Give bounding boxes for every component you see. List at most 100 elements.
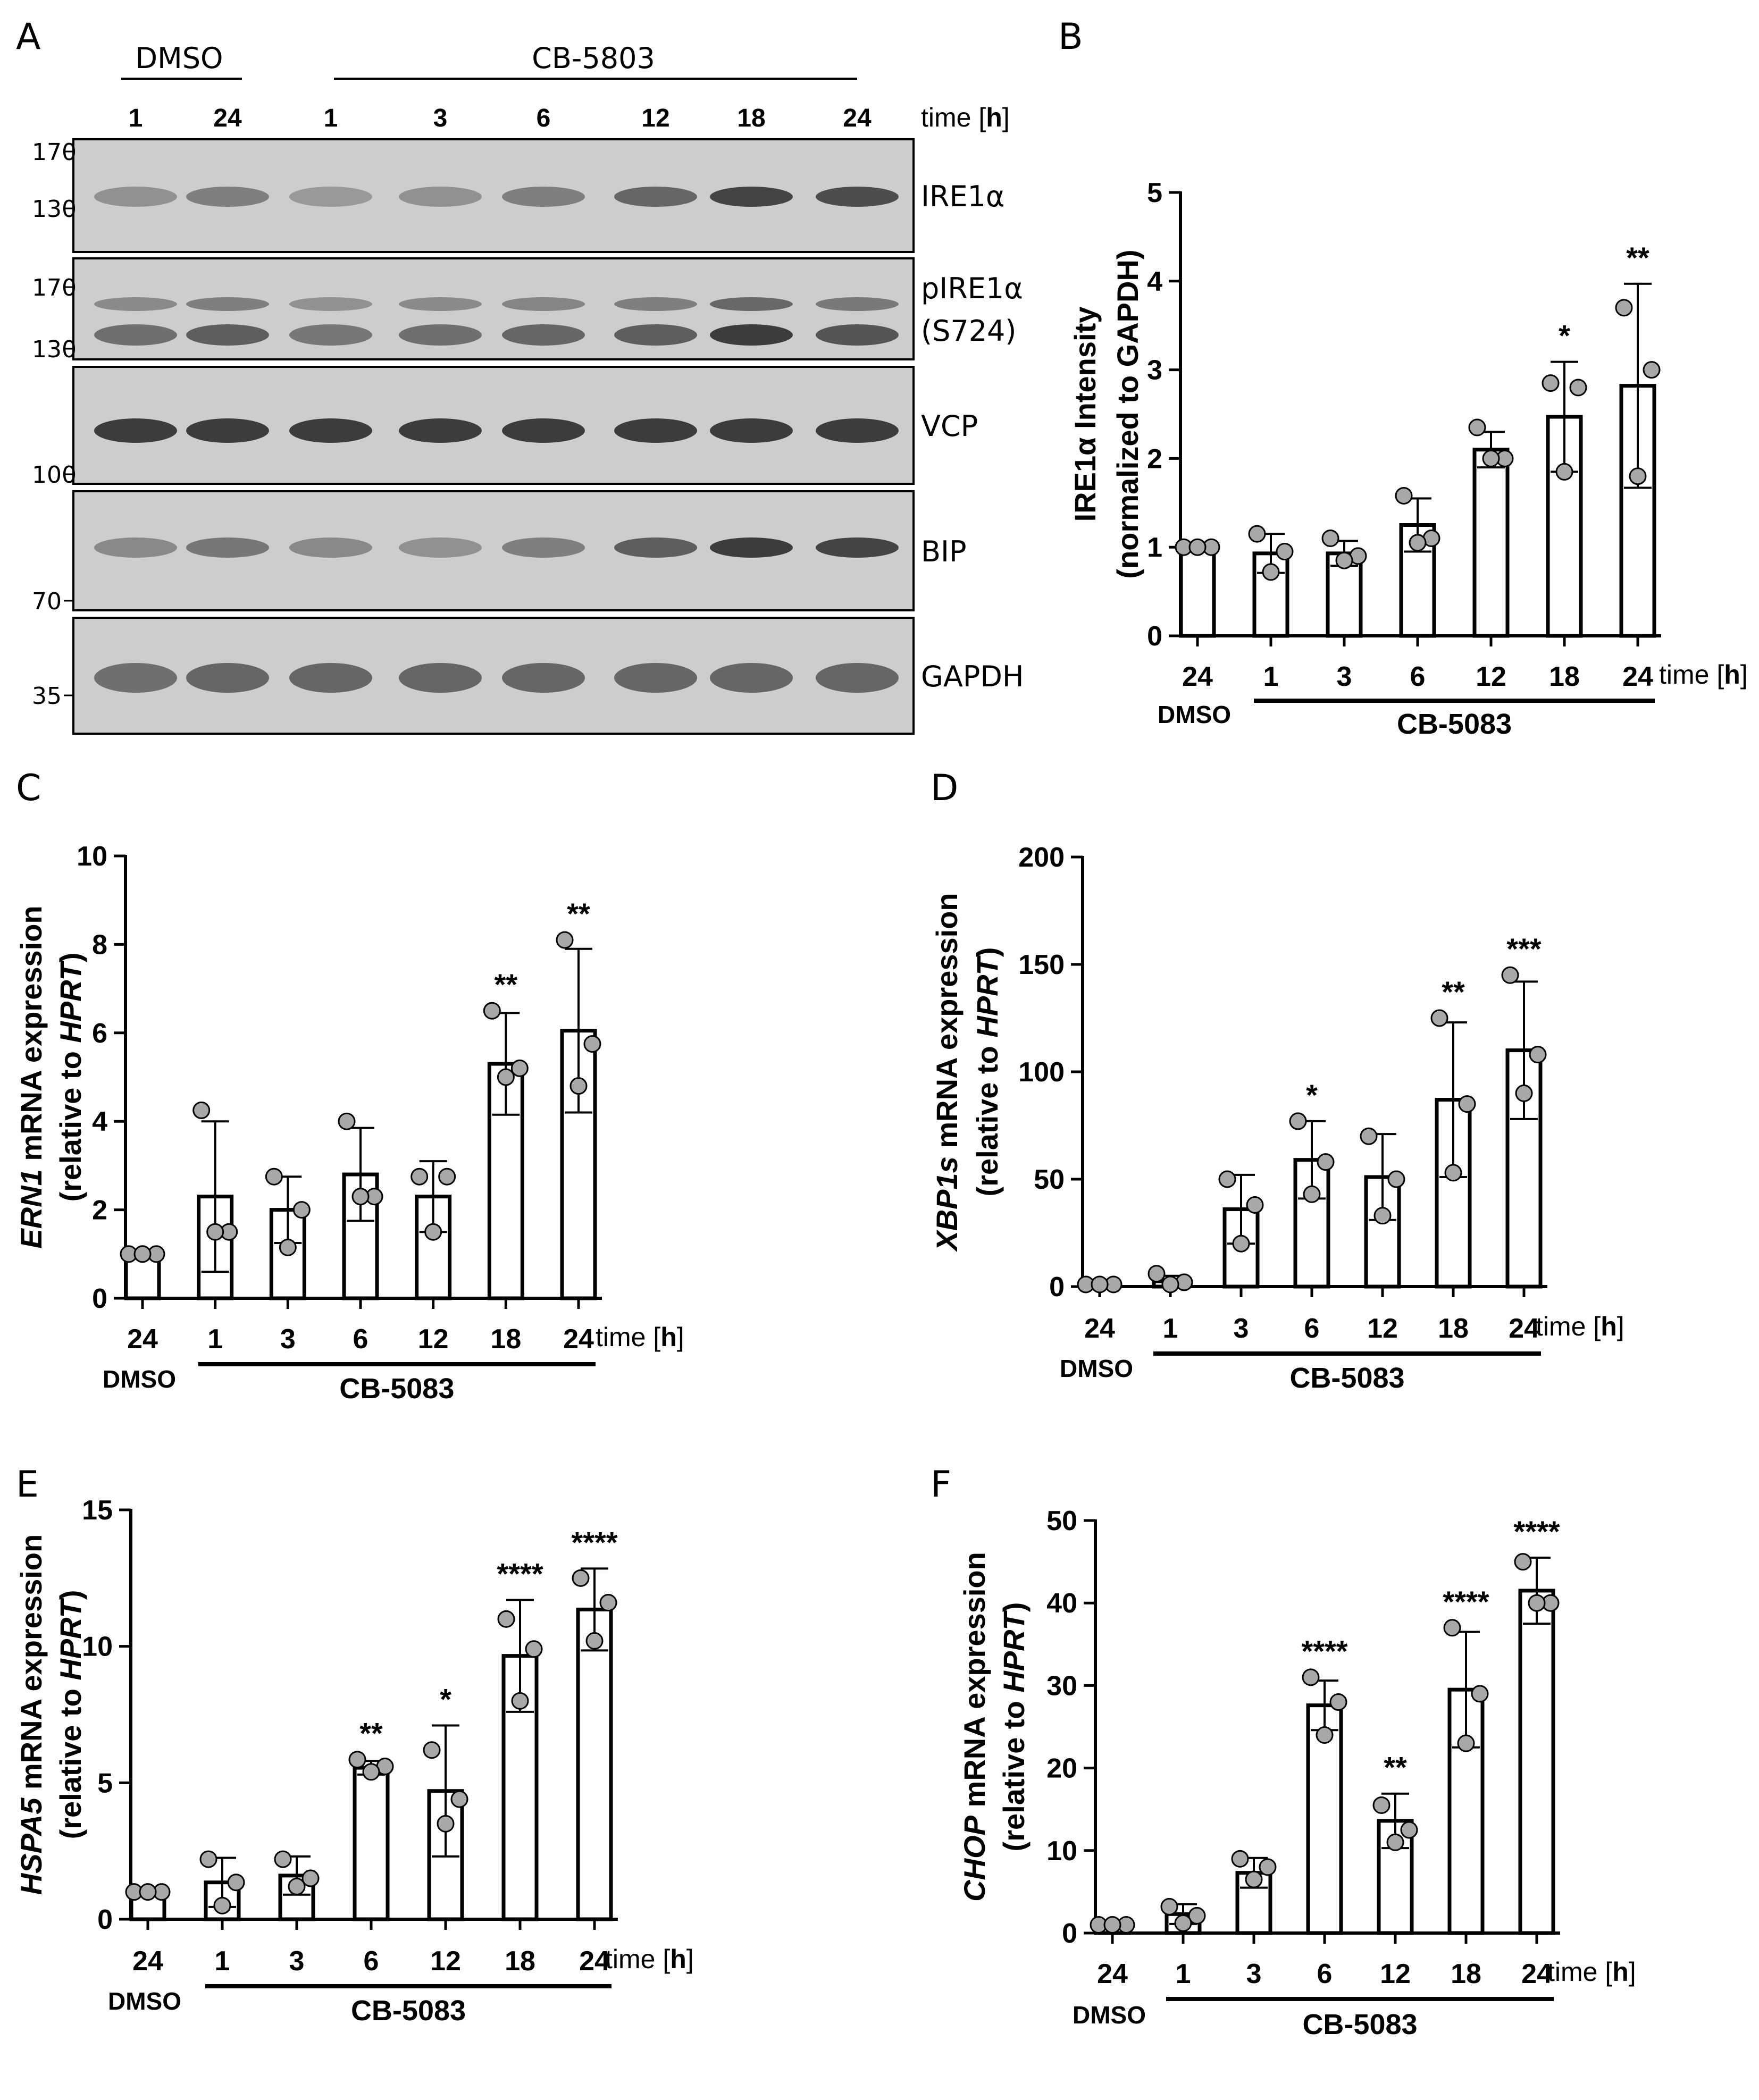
- time-axis-label: time [h]: [605, 1944, 694, 1974]
- data-point: [1321, 530, 1339, 548]
- bar: [353, 1766, 390, 1921]
- blot-band: [186, 537, 269, 558]
- significance-label: ****: [571, 1525, 617, 1559]
- data-point: [1259, 1858, 1277, 1876]
- x-tick-label: 12: [430, 1946, 461, 1977]
- data-point: [288, 1877, 306, 1895]
- y-axis-title-post: ): [54, 1590, 87, 1600]
- y-tick-label: 150: [1018, 950, 1065, 980]
- y-axis-title-post: ): [997, 1602, 1031, 1612]
- y-axis-title-line1: HSPA5 mRNA expression: [14, 1534, 48, 1895]
- time-axis-label-suffix: ]: [1629, 1957, 1636, 1987]
- data-point: [133, 1245, 152, 1263]
- time-axis-label: time [h]: [1536, 1312, 1624, 1341]
- y-tick-label: 5: [1147, 178, 1162, 208]
- data-point: [1528, 1594, 1546, 1612]
- data-point: [1471, 1685, 1489, 1703]
- y-tick-label: 0: [1062, 1918, 1077, 1949]
- x-tick-label: 1: [207, 1324, 223, 1355]
- y-axis-title-text: mRNA expression: [958, 1552, 991, 1816]
- data-point: [1373, 1207, 1392, 1225]
- y-tick-label: 1: [1147, 532, 1162, 563]
- data-point: [227, 1874, 245, 1892]
- blot-band: [94, 324, 177, 346]
- x-tick-label: 18: [505, 1946, 535, 1977]
- y-axis-title-text: mRNA expression: [14, 905, 48, 1169]
- blot-band: [94, 418, 177, 443]
- time-axis-label-prefix: time [: [605, 1944, 670, 1974]
- data-point: [1555, 463, 1573, 481]
- x-tick-label: 6: [364, 1946, 379, 1977]
- y-tick-label: 0: [1049, 1272, 1065, 1303]
- bar: [576, 1607, 613, 1921]
- data-point: [1372, 1796, 1391, 1814]
- data-point: [1231, 1850, 1249, 1868]
- blot-band: [710, 663, 793, 693]
- data-point: [274, 1850, 292, 1868]
- data-point: [292, 1201, 311, 1219]
- data-point: [1482, 449, 1500, 467]
- data-point: [1529, 1046, 1547, 1064]
- bar: [1179, 545, 1216, 638]
- x-tick-label: 24: [1622, 661, 1653, 692]
- group-label-cb: CB-5803: [532, 41, 655, 75]
- treatment-group-label: CB-5083: [1302, 2009, 1417, 2040]
- significance-label: **: [1626, 241, 1649, 274]
- data-point: [1501, 966, 1519, 984]
- y-axis-title-gene: ERN1: [14, 1169, 48, 1248]
- y-tick-label: 6: [92, 1018, 107, 1049]
- blot-label: GAPDH: [921, 660, 1024, 693]
- time-axis-label-unit: h: [660, 1322, 677, 1352]
- y-axis-title-text: (normalized to GAPDH): [1111, 249, 1144, 578]
- data-point: [1515, 1084, 1533, 1102]
- data-point: [1232, 1234, 1250, 1253]
- y-axis-title-line1: ERN1 mRNA expression: [14, 905, 48, 1248]
- x-tick-label: 18: [490, 1324, 521, 1355]
- control-group-label: DMSO: [1073, 2001, 1146, 2029]
- data-point: [265, 1167, 283, 1186]
- time-axis-label-prefix: time [: [596, 1322, 660, 1352]
- significance-label: ****: [1443, 1585, 1489, 1618]
- blot-lane-header: DMSO CB-5803 1 24 1 3 6 12 18 24 time [h]: [121, 41, 1010, 132]
- data-point: [1360, 1127, 1378, 1145]
- data-point: [192, 1101, 211, 1119]
- y-tick-label: 10: [82, 1632, 113, 1662]
- data-point: [1276, 543, 1294, 561]
- control-group-label: DMSO: [108, 1987, 181, 2015]
- data-point: [1569, 379, 1587, 397]
- y-tick-label: 3: [1147, 355, 1162, 386]
- y-tick-label: 0: [1147, 621, 1162, 652]
- blot-band: [502, 537, 585, 558]
- x-tick-label: 1: [215, 1946, 230, 1977]
- data-point: [1289, 1112, 1307, 1130]
- x-tick-label: 24: [1097, 1959, 1128, 1989]
- y-axis-title-pre: (relative to: [54, 1043, 87, 1202]
- time-axis-label-suffix: ]: [686, 1944, 694, 1974]
- blot-band: [399, 418, 482, 443]
- time-axis-label-unit: h: [1724, 660, 1740, 690]
- x-tick-label: 12: [1476, 661, 1506, 692]
- data-point: [583, 1035, 601, 1053]
- x-tick-label: 1: [1176, 1959, 1191, 1989]
- data-point: [1303, 1185, 1321, 1203]
- x-tick-label: 24: [127, 1324, 158, 1355]
- x-tick-label: 3: [1234, 1313, 1249, 1344]
- y-tick-label: 4: [1147, 266, 1162, 297]
- blot-band: [816, 663, 899, 693]
- data-point: [1147, 1265, 1166, 1283]
- data-point: [1218, 1170, 1236, 1188]
- x-tick-label: 1: [1263, 661, 1279, 692]
- blot-band: [186, 418, 269, 443]
- significance-label: **: [567, 897, 590, 930]
- y-tick-label: 30: [1046, 1670, 1077, 1701]
- data-point: [411, 1167, 429, 1186]
- data-point: [556, 931, 574, 949]
- blot-band: [186, 324, 269, 346]
- data-point: [1386, 1833, 1404, 1851]
- y-axis-title-line2: (relative to HPRT): [970, 947, 1004, 1197]
- time-axis-label-suffix: ]: [1617, 1312, 1624, 1341]
- blot-band: [614, 297, 697, 311]
